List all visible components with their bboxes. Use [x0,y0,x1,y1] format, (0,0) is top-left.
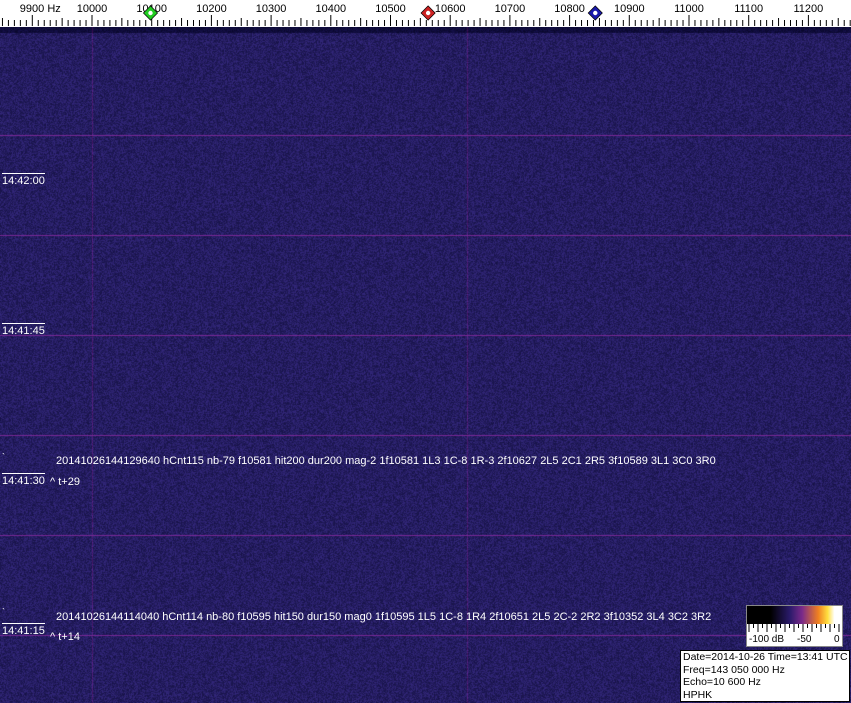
axis-tick-label: 10200 [196,3,227,15]
axis-tick-label: 10400 [316,3,347,15]
station: HPHK [683,688,713,701]
scale-label-max: 0 [834,634,840,645]
color-scale-bar: -100 dB -50 0 [746,605,843,647]
echo-record: 20141026144114040 hCnt114 nb-80 f10595 h… [56,611,712,623]
marker-center [593,10,598,16]
time-label: 14:41:30 [2,473,45,487]
echo-record: 20141026144129640 hCnt115 nb-79 f10581 h… [56,455,716,467]
date-time: Date=2014-10-26 Time=13:41 UTC [683,651,848,663]
echo-relative-time: ^ t+29 [50,476,80,488]
axis-tick-label: 10300 [256,3,287,15]
axis-tick-label: 11000 [674,3,704,15]
axis-tick-label: 11200 [794,3,824,15]
axis-tick-label: 10000 [77,3,108,15]
frequency-axis[interactable]: 9900 Hz100001010010200103001040010500106… [0,0,851,27]
scale-label-mid: -50 [797,634,812,645]
echo-relative-time: ^ t+14 [50,631,80,643]
axis-tick-label: 10600 [435,3,466,15]
axis-tick-label: 10800 [554,3,585,15]
axis-tick-label: 10900 [614,3,645,15]
scale-label-min: -100 dB [749,634,785,645]
time-label: 14:41:45 [2,323,45,337]
axis-tick-label: 9900 Hz [20,3,61,15]
time-label: 14:41:15 [2,623,45,637]
waterfall-display[interactable] [0,27,851,703]
frequency: Freq=143 050 000 Hz [683,663,785,676]
axis-tick-label: 10700 [495,3,526,15]
marker-center [148,10,153,16]
echo-frequency: Echo=10 600 Hz [683,676,761,688]
axis-tick-label: 10500 [375,3,406,15]
marker-center [425,10,431,16]
info-panel: Date=2014-10-26 Time=13:41 UTC Freq=143 … [680,650,850,702]
axis-tick-label: 11100 [734,3,763,15]
echo-tick: ` [2,607,5,617]
time-label: 14:42:00 [2,173,45,187]
color-gradient [747,606,842,624]
echo-tick: ` [2,452,5,462]
